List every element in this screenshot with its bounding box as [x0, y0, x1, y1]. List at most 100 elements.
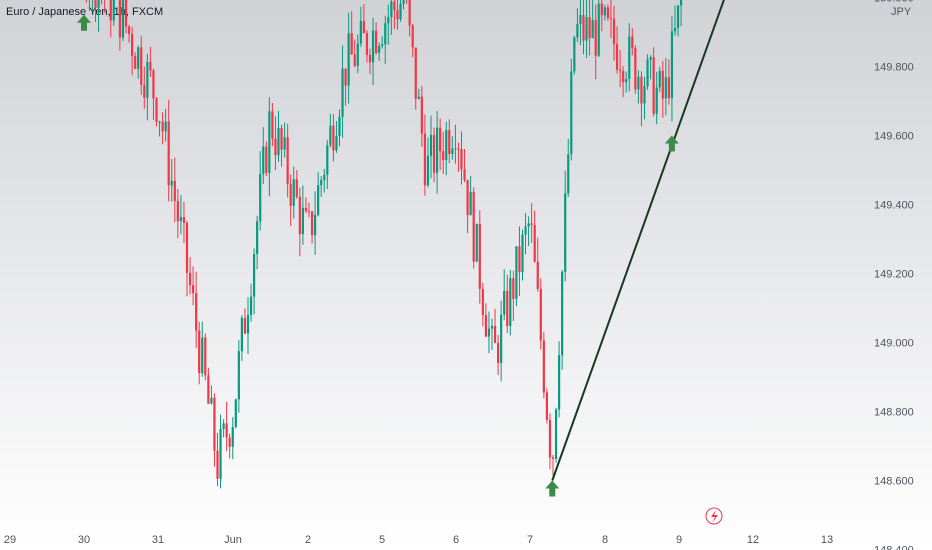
- lightning-circle-icon: [705, 507, 723, 525]
- candle-body: [170, 180, 173, 186]
- candle-body: [286, 137, 289, 184]
- candle-body: [295, 179, 298, 197]
- candle-body: [161, 121, 164, 132]
- candle-body: [237, 351, 240, 400]
- candle-body: [265, 146, 268, 173]
- candle-body: [222, 423, 225, 429]
- candle-body: [518, 246, 521, 273]
- candle-body: [454, 148, 457, 150]
- candle-body: [173, 180, 176, 201]
- candle-body: [625, 78, 628, 83]
- candle-body: [283, 137, 286, 150]
- candle-body: [411, 25, 414, 48]
- candle-body: [503, 290, 506, 315]
- lightning-bolt-icon: [711, 510, 718, 523]
- x-tick-label: 30: [78, 534, 90, 546]
- candle-body: [429, 134, 433, 156]
- y-tick-label: 148.600: [874, 476, 914, 488]
- candle-body: [304, 207, 308, 212]
- candle-body: [527, 223, 530, 227]
- candle-body: [490, 325, 494, 329]
- candle-body: [97, 0, 100, 8]
- candle-body: [484, 315, 487, 337]
- candle-body: [271, 111, 274, 139]
- candle-body: [512, 278, 515, 299]
- candle-body: [121, 0, 125, 38]
- candle-body: [478, 223, 481, 289]
- y-tick-label: 148.800: [874, 407, 914, 419]
- candle-body: [545, 392, 548, 420]
- candle-body: [493, 325, 497, 343]
- candle-body: [344, 68, 347, 86]
- candle-body: [426, 155, 430, 186]
- candle-body: [274, 138, 277, 156]
- candle-body: [188, 272, 192, 286]
- candle-body: [155, 98, 158, 122]
- candle-body: [140, 47, 143, 85]
- candle-body: [225, 423, 228, 438]
- x-tick-label: 9: [676, 534, 682, 546]
- x-tick-label: 2: [305, 534, 311, 546]
- candle-body: [158, 121, 161, 123]
- y-tick-label: 150.000: [874, 0, 914, 5]
- candle-body: [530, 223, 533, 225]
- candle-body: [112, 0, 115, 21]
- candle-body: [390, 1, 393, 18]
- candle-body: [231, 426, 234, 447]
- candle-body: [176, 200, 179, 222]
- candle-body: [109, 0, 112, 21]
- candle-body: [280, 127, 283, 150]
- candle-body: [445, 130, 448, 161]
- candle-body: [201, 337, 204, 374]
- candle-body: [439, 127, 442, 152]
- candle-body: [466, 179, 469, 216]
- candle-body: [594, 19, 597, 56]
- candle-body: [371, 30, 375, 63]
- y-tick-label: 148.400: [874, 545, 914, 550]
- arrow-up-icon: [77, 14, 91, 31]
- candle-body: [631, 36, 634, 49]
- x-tick-label: 8: [602, 534, 608, 546]
- candle-body: [219, 428, 222, 479]
- candle-body: [335, 136, 338, 151]
- candle-body: [310, 211, 314, 236]
- candle-body: [253, 254, 256, 297]
- candle-body: [378, 46, 381, 53]
- candle-body: [362, 21, 365, 34]
- candle-body: [680, 0, 683, 6]
- candle-body: [460, 148, 463, 170]
- x-tick-label: 5: [379, 534, 385, 546]
- candle-body: [551, 457, 555, 459]
- candle-body: [127, 26, 131, 34]
- candle-body: [585, 17, 588, 41]
- candle-body: [329, 125, 332, 146]
- x-tick-label: 13: [821, 534, 833, 546]
- candle-body: [554, 409, 558, 459]
- candle-body: [588, 17, 591, 39]
- candle-body: [399, 3, 402, 20]
- y-tick-label: 149.800: [874, 62, 914, 74]
- candle-body: [661, 70, 664, 99]
- candle-body: [146, 62, 149, 98]
- candle-body: [137, 47, 140, 69]
- arrow-up-icon: [664, 135, 679, 152]
- candle-body: [463, 169, 466, 180]
- x-tick-label: 7: [527, 534, 533, 546]
- candle-body: [256, 221, 259, 255]
- candle-body: [619, 69, 622, 72]
- candle-body: [655, 87, 658, 114]
- candle-body: [167, 121, 170, 186]
- candle-body: [94, 0, 97, 8]
- candle-body: [207, 375, 210, 404]
- support-trendline: [551, 0, 725, 481]
- candle-body: [195, 293, 198, 331]
- candle-body: [542, 340, 545, 393]
- candle-body: [564, 193, 567, 272]
- candle-body: [292, 179, 295, 206]
- candle-body: [198, 330, 201, 374]
- candle-body: [436, 127, 439, 173]
- candle-body: [298, 196, 301, 235]
- candle-body: [124, 0, 128, 27]
